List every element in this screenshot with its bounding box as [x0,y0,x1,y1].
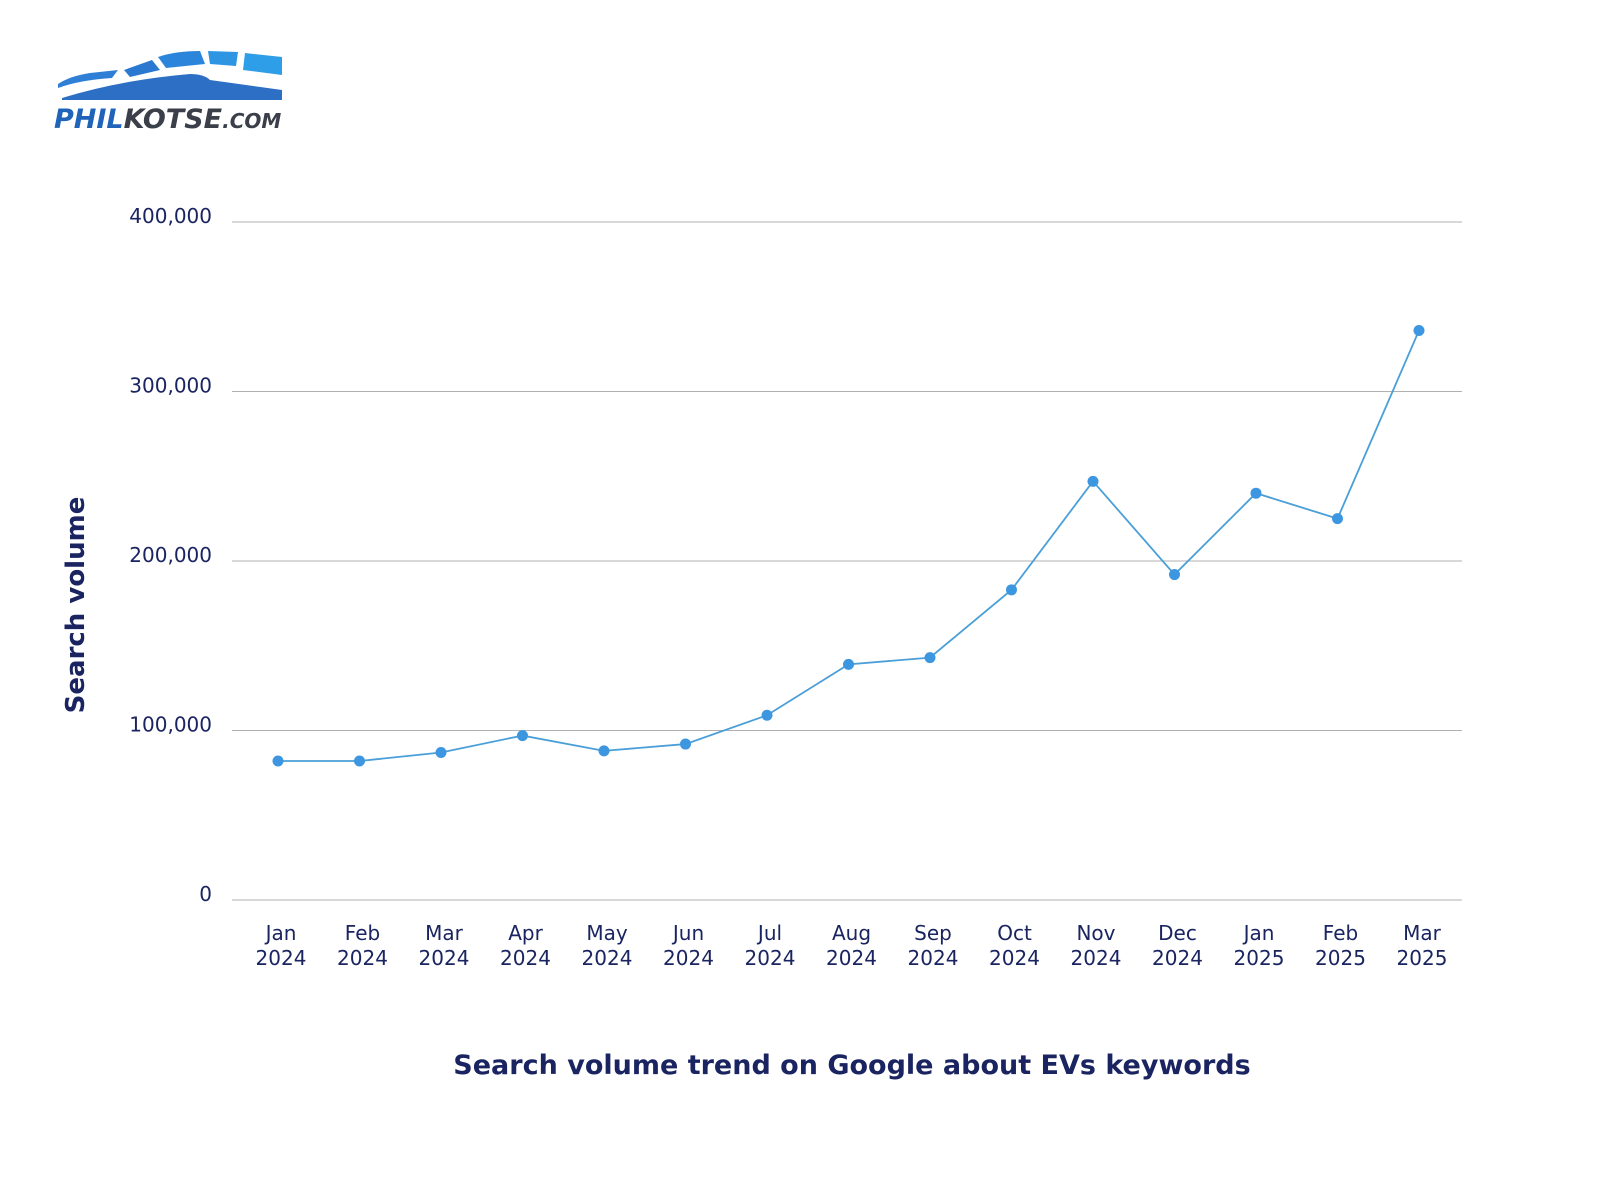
logo-swoosh-1 [58,70,118,88]
x-tick-label: Aug 2024 [826,921,877,970]
logo-swoosh-3 [158,51,205,68]
x-tick-label: Jan 2025 [1234,921,1285,970]
series-search-volume [272,324,1425,767]
data-point [598,745,610,757]
data-point [1250,487,1262,499]
data-point [1413,324,1425,336]
logo-car-body [62,74,282,100]
logo-swoosh-2 [124,60,160,77]
data-point [843,658,854,670]
data-point [517,730,528,742]
logo-swoosh-5 [243,53,282,75]
data-point [761,709,773,721]
series-line [278,330,1420,762]
x-axis-ticks: Jan 2024 Feb 2024 Mar 2024 Apr 2024 May 2024 Jun 20… [256,921,1448,970]
gridlines [232,221,1462,901]
y-axis-label: Search volume [61,497,91,714]
x-tick-label: Mar 2025 [1397,921,1448,970]
data-point [1006,584,1017,596]
x-tick-label: Jan 2024 [256,921,307,970]
x-tick-label: Mar 2024 [419,921,470,970]
logo-text: PHILKOTSE.COM [54,104,281,135]
data-point [924,652,936,664]
y-tick-label: 400,000 [129,204,212,228]
x-tick-label: Oct 2024 [989,921,1040,970]
data-point [272,755,284,767]
logo-swoosh-4 [208,51,238,66]
x-tick-label: May 2024 [582,921,633,970]
y-axis-ticks: 0 100,000 200,000 300,000 400,000 [129,204,212,906]
data-point [1332,513,1343,525]
y-tick-label: 100,000 [129,713,212,737]
y-tick-label: 0 [199,882,212,906]
x-tick-label: Sep 2024 [908,921,959,970]
data-point [680,738,691,750]
data-point [1169,569,1180,581]
y-tick-label: 200,000 [129,543,212,567]
data-point [354,755,365,767]
x-tick-label: Dec 2024 [1152,921,1203,970]
x-tick-label: Jul 2024 [745,921,796,970]
x-tick-label: Nov 2024 [1071,921,1122,970]
data-point [435,747,447,759]
chart-title: Search volume trend on Google about EVs … [453,1050,1250,1081]
x-tick-label: Feb 2024 [337,921,388,970]
x-tick-label: Feb 2025 [1315,921,1366,970]
y-tick-label: 300,000 [129,374,212,398]
logo: PHILKOTSE.COM [54,51,282,135]
data-point [1087,475,1099,487]
x-tick-label: Apr 2024 [500,921,551,970]
x-tick-label: Jun 2024 [663,921,714,970]
